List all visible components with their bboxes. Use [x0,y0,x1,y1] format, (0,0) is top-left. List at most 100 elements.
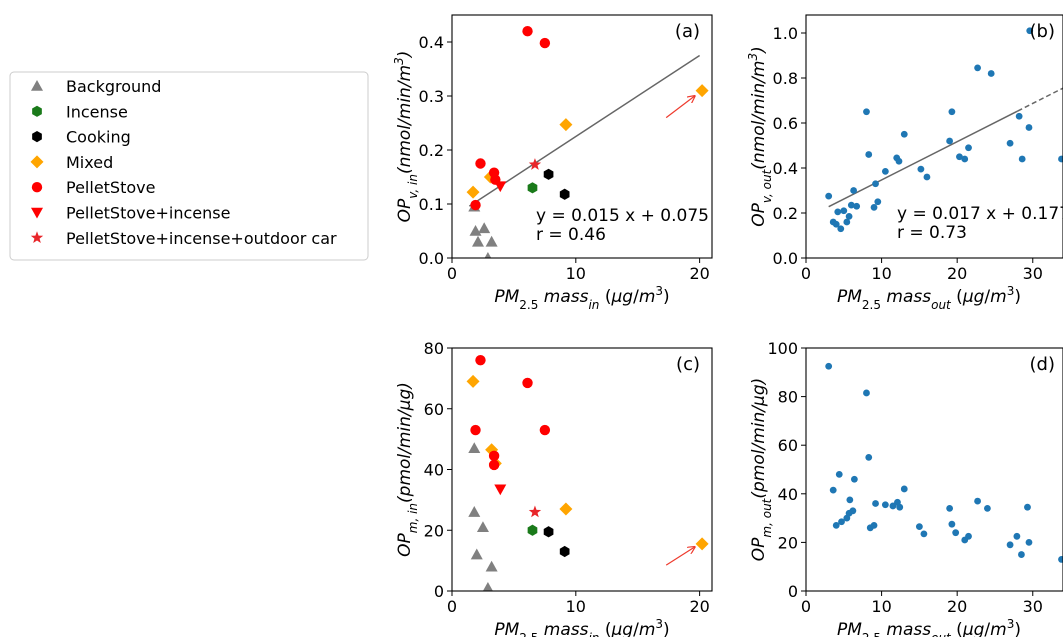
y-tick-label: 0 [788,582,798,601]
regression-line [828,110,1018,208]
legend-label: PelletStove [66,178,155,197]
panel-label: (d) [1030,354,1055,375]
outdoor-point [956,153,963,161]
x-tick-label: 20 [689,597,709,616]
mixed-legend-marker [30,155,44,169]
panel-a: 0 10 20 0.0 0.1 0.2 0.3 0.4 PM2.5 massin (μg/m3)… [392,14,713,312]
mixed-point [559,502,573,516]
outdoor-point [915,523,923,531]
incense-point [527,182,538,194]
outdoor-point [1018,551,1025,558]
y-tick-label: 20 [424,521,444,540]
axes-frame [451,347,713,592]
outdoor-point [881,167,889,175]
background-point [482,581,493,591]
outdoor-point [1025,124,1033,131]
background-point [485,560,498,572]
pelletstove-incense-legend-marker [31,207,43,219]
x-tick-label: 0 [447,264,457,283]
outdoor-point [1026,27,1034,35]
legend-frame [9,71,369,261]
y-tick-label: 80 [778,388,798,407]
data-points [825,27,1063,233]
pelletstove-legend-marker [31,182,43,193]
outdoor-point [1058,556,1063,563]
pelletstove-point [475,354,486,366]
pelletstove-incense-point [494,484,507,496]
axes-frame [805,14,1063,259]
panel-c: 0 10 20 0 20 40 60 80 PM2.5 massin (μg/m3) OPm, i… [395,339,713,641]
x-tick-label: 10 [566,597,586,616]
outdoor-point [900,130,908,138]
outdoor-point [1015,112,1023,120]
outdoor-point [900,485,908,493]
pelletstove-incense-outdoor-car-point [528,158,542,170]
mixed-point [466,185,480,199]
y-tick-label: 0.2 [419,141,444,160]
x-tick-label: 30 [1023,264,1043,283]
outdoor-point [832,220,840,228]
background-point [478,222,491,234]
panel-d: 0 10 20 30 0 20 40 60 80 100 PM2.5 massout (μg/m3)… [749,339,1063,641]
x-axis-label: PM2.5 massout (μg/m3) [837,617,1021,637]
mixed-point [466,374,480,388]
outdoor-point [896,503,904,511]
outdoor-point [946,504,954,512]
x-tick-label: 30 [1023,597,1043,616]
outdoor-point [1058,155,1063,163]
regression-line [468,54,701,207]
outdoor-point [870,521,878,529]
panel-label: (a) [675,21,700,42]
panel-label: (b) [1030,21,1055,42]
axes-frame [805,347,1063,592]
x-tick-label: 10 [871,597,891,616]
background-point [485,235,498,247]
y-tick-label: 0.0 [773,249,798,268]
y-tick-label: 0.1 [419,195,444,214]
y-tick-label: 0.4 [419,33,444,52]
pelletstove-point [488,459,500,471]
pelletstove-point [488,450,500,462]
x-axis-label: PM2.5 massout (μg/m3) [837,284,1021,312]
legend-label: PelletStove+incense [66,204,230,223]
outdoor-point [1024,503,1031,511]
x-tick-label: 10 [871,264,891,283]
outdoor-point [850,475,858,483]
y-tick-label: 0.3 [419,87,444,106]
cooking-point [559,545,570,558]
pelletstove-point [470,424,481,436]
pelletstove-point [475,158,486,169]
x-axis-label: PM2.5 massin (μg/m3) [494,284,669,312]
outdoor-point [917,165,925,173]
y-tick-label: 1.0 [773,24,798,43]
legend-label: Mixed [66,153,113,172]
outdoor-point [834,208,842,216]
outdoor-point [829,486,837,494]
outdoor-point [847,201,855,209]
outdoor-point [825,362,833,370]
outdoor-point [1018,155,1026,163]
outdoor-point [889,502,897,510]
outdoor-point [825,192,833,200]
outdoor-point [872,500,879,507]
y-tick-label: 100 [767,339,798,358]
panel-b: 0 10 20 30 0.0 0.2 0.4 0.6 0.8 1.0 PM2.5 massout (… [746,14,1063,312]
cooking-legend-marker [32,131,42,143]
background-point [476,521,489,533]
outdoor-point [863,389,870,397]
outdoor-point [881,501,889,509]
legend-label: PelletStove+incense+outdoor car [66,229,337,248]
y-axis-label: OPm, in(pmol/min/μg) [395,382,420,557]
axes-frame [451,14,713,259]
y-tick-label: 80 [424,339,444,358]
mixed-point [695,84,709,98]
mixed-point [695,537,709,551]
x-tick-label: 0 [801,264,811,283]
incense-legend-marker [32,105,42,117]
y-tick-label: 40 [778,485,798,504]
y-axis-label: OPv, in(nmol/min/m3) [392,51,420,223]
x-tick-label: 0 [447,597,457,616]
outdoor-point [1006,139,1014,147]
pelletstove-incense-outdoor-car-point [528,505,542,518]
outdoor-point [838,518,845,526]
